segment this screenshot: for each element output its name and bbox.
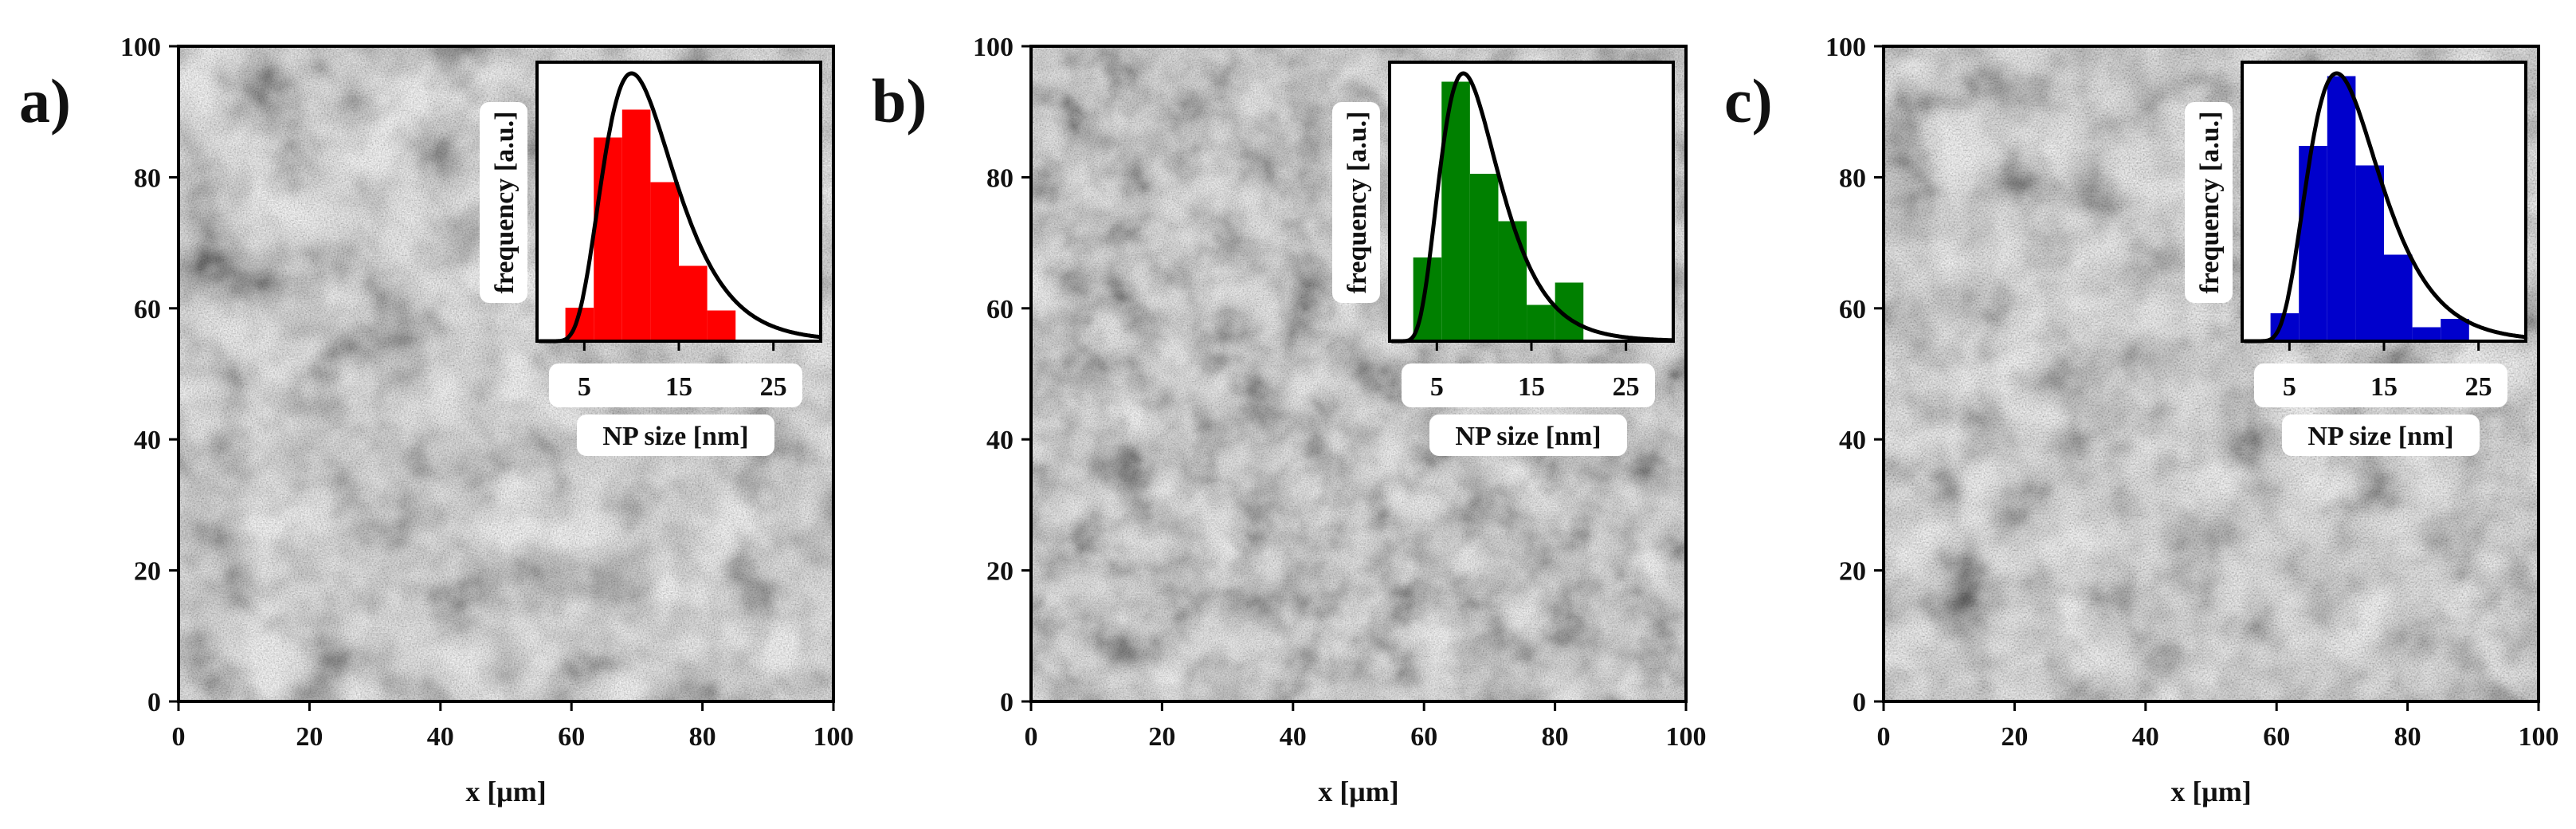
histogram-bar (2355, 165, 2384, 341)
inset-x-axis-label: NP size [nm] (1455, 422, 1601, 451)
x-tick-label: 0 (1025, 722, 1038, 752)
panel-label: a) (19, 66, 71, 136)
y-tick-label: 20 (1839, 557, 1866, 587)
panel-2: c) 0 20 40 60 80 100 0 20 40 60 80 100 x [μm] 5 15 25 NP … (1724, 33, 2559, 807)
inset-x-tick-label: 15 (2370, 372, 2398, 402)
inset-x-axis-label: NP size [nm] (2307, 422, 2453, 451)
panel-0: a) 0 20 40 60 80 100 0 20 40 60 80 100 x [μm] 5 15 25 NP … (19, 33, 854, 807)
histogram-bar (2327, 76, 2356, 341)
y-tick-label: 0 (1000, 688, 1014, 717)
inset-ticklabel-box (2254, 363, 2507, 407)
x-tick-label: 0 (172, 722, 186, 752)
inset-x-tick-label: 5 (578, 372, 591, 402)
y-tick-label: 40 (986, 426, 1014, 455)
x-tick-label: 100 (814, 722, 854, 752)
histogram-bar (650, 182, 679, 341)
inset-ylabel-box (480, 102, 527, 303)
histogram-bar (621, 109, 651, 341)
x-tick-label: 80 (1542, 722, 1569, 752)
inset-x-tick-label: 25 (1613, 372, 1640, 402)
y-tick-label: 100 (120, 33, 161, 62)
x-axis-label: x [μm] (1318, 776, 1398, 807)
inset-y-axis-label: frequency [a.u.] (1343, 112, 1372, 294)
x-axis-label: x [μm] (465, 776, 546, 807)
inset-xlabel-box (577, 414, 774, 456)
x-tick-label: 20 (2001, 722, 2028, 752)
x-tick-label: 0 (1877, 722, 1891, 752)
lognormal-fit-curve (1391, 71, 1672, 344)
y-tick-label: 20 (986, 557, 1014, 587)
y-tick-label: 100 (1825, 33, 1866, 62)
inset-x-tick-label: 25 (2465, 372, 2492, 402)
histogram-bar (1469, 174, 1499, 341)
inset-histogram: 5 15 25 NP size [nm] frequency [a.u.] (2185, 61, 2527, 456)
histogram-bar (707, 310, 736, 341)
histogram-bar (2412, 327, 2441, 341)
inset-y-axis-label: frequency [a.u.] (2195, 112, 2225, 294)
inset-xlabel-box (1429, 414, 1627, 456)
y-tick-label: 100 (973, 33, 1014, 62)
x-tick-label: 100 (2519, 722, 2559, 752)
lognormal-fit-curve (539, 71, 821, 344)
inset-ticklabel-box (1402, 363, 1655, 407)
x-tick-label: 20 (296, 722, 323, 752)
y-tick-label: 60 (134, 295, 161, 324)
histogram-bar (1498, 221, 1527, 341)
histogram-bar (2384, 254, 2413, 341)
panel-1: b) 0 20 40 60 80 100 0 20 40 60 80 100 x [μm] 5 15 25 NP … (872, 33, 1707, 807)
y-tick-label: 0 (1853, 688, 1866, 717)
y-tick-label: 0 (147, 688, 161, 717)
x-tick-label: 60 (2263, 722, 2290, 752)
y-tick-label: 40 (1839, 426, 1866, 455)
panel-label: b) (872, 66, 927, 136)
x-axis-label: x [μm] (2170, 776, 2251, 807)
x-tick-label: 40 (1280, 722, 1307, 752)
y-tick-label: 80 (986, 163, 1014, 193)
lognormal-fit-curve (2244, 71, 2526, 344)
y-tick-label: 60 (1839, 295, 1866, 324)
x-tick-label: 20 (1148, 722, 1175, 752)
inset-histogram: 5 15 25 NP size [nm] frequency [a.u.] (1332, 61, 1675, 456)
panel-label: c) (1724, 66, 1773, 136)
y-tick-label: 80 (1839, 163, 1866, 193)
inset-x-tick-label: 5 (1430, 372, 1444, 402)
inset-histogram: 5 15 25 NP size [nm] frequency [a.u.] (480, 61, 822, 456)
inset-x-tick-label: 25 (760, 372, 787, 402)
histogram-bar (1527, 304, 1555, 341)
x-tick-label: 100 (1666, 722, 1707, 752)
x-tick-label: 40 (2132, 722, 2159, 752)
y-tick-label: 60 (986, 295, 1014, 324)
axes-frame (1029, 45, 1688, 703)
axes-frame (1882, 45, 2540, 703)
histogram-bar (2299, 146, 2327, 341)
x-tick-label: 80 (689, 722, 716, 752)
x-tick-label: 40 (427, 722, 454, 752)
inset-x-tick-label: 5 (2283, 372, 2296, 402)
inset-x-tick-label: 15 (665, 372, 692, 402)
inset-xlabel-box (2282, 414, 2480, 456)
y-tick-label: 80 (134, 163, 161, 193)
x-tick-label: 80 (2394, 722, 2421, 752)
histogram-bar (2441, 319, 2469, 341)
inset-ylabel-box (1332, 102, 1380, 303)
x-tick-label: 60 (558, 722, 585, 752)
y-tick-label: 40 (134, 426, 161, 455)
axes-frame (177, 45, 835, 703)
inset-y-axis-label: frequency [a.u.] (490, 112, 520, 294)
histogram-bar (679, 265, 708, 341)
y-tick-label: 20 (134, 557, 161, 587)
inset-x-axis-label: NP size [nm] (602, 422, 748, 451)
inset-ylabel-box (2185, 102, 2233, 303)
x-tick-label: 60 (1410, 722, 1437, 752)
inset-ticklabel-box (549, 363, 802, 407)
inset-x-tick-label: 15 (1518, 372, 1545, 402)
histogram-bar (594, 137, 622, 341)
